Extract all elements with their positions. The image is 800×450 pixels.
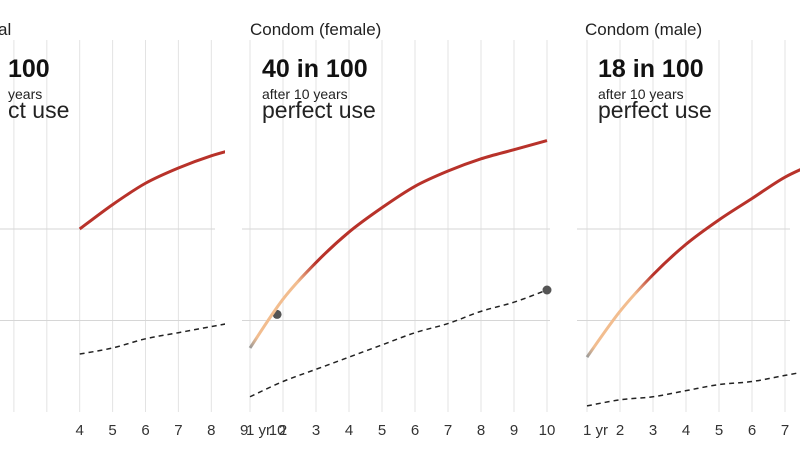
series-group: [78, 150, 225, 355]
x-tick-label: 8: [477, 422, 485, 439]
perfect-use-label: perfect use: [262, 97, 376, 123]
typical-use-line: [248, 139, 548, 349]
x-tick-label: 4: [345, 422, 353, 439]
x-tick-label: 6: [411, 422, 419, 439]
headline: 100: [8, 55, 50, 83]
perfect-use-label: perfect use: [598, 97, 712, 123]
x-tick-label: 2: [279, 422, 287, 439]
x-tick-label: 6: [748, 422, 756, 439]
panel-title: Condom (female): [250, 20, 381, 39]
headline: 40 in 100: [262, 55, 368, 83]
x-tick-label: 9: [240, 422, 248, 439]
x-tick-label: 7: [174, 422, 182, 439]
series-group: [585, 168, 800, 407]
panel-title: al: [0, 20, 11, 39]
series-group: [248, 139, 548, 398]
panel-title: Condom (male): [585, 20, 702, 39]
x-tick-label: 3: [649, 422, 657, 439]
chart-panel-2: Condom (female) 40 in 100 after 10 yearspe…: [242, 20, 555, 439]
x-tick-label: 7: [781, 422, 789, 439]
subline: years: [8, 86, 42, 102]
x-tick-label: 10: [539, 422, 556, 439]
typical-use-line: [78, 150, 225, 231]
x-tick-label: 8: [207, 422, 215, 439]
x-tick-label: 5: [378, 422, 386, 439]
perfect-use-line: [586, 371, 800, 407]
headline: 18 in 100: [598, 55, 704, 83]
typical-use-line: [585, 168, 800, 358]
x-tick-label: 10: [269, 422, 286, 439]
x-tick-label: 1 yr: [246, 422, 271, 439]
x-tick-label: 5: [108, 422, 116, 439]
x-tick-label: 4: [76, 422, 84, 439]
x-tick-label: 7: [444, 422, 452, 439]
x-tick-label: 3: [312, 422, 320, 439]
x-tick-label: 9: [510, 422, 518, 439]
x-tick-label: 5: [715, 422, 723, 439]
perfect-use-line: [249, 289, 548, 398]
x-tick-label: 6: [141, 422, 149, 439]
end-point-dot: [542, 285, 552, 295]
perfect-use-label: ct use: [8, 97, 69, 123]
x-tick-label: 2: [616, 422, 624, 439]
x-tick-label: 4: [682, 422, 690, 439]
subline: after 10 years: [598, 86, 684, 102]
perfect-use-line: [79, 323, 225, 355]
chart-panel-3: Condom (male) 18 in 100 after 10 yearsperf…: [577, 20, 800, 439]
x-tick-label: 1 yr: [583, 422, 608, 439]
subline: after 10 years: [262, 86, 348, 102]
